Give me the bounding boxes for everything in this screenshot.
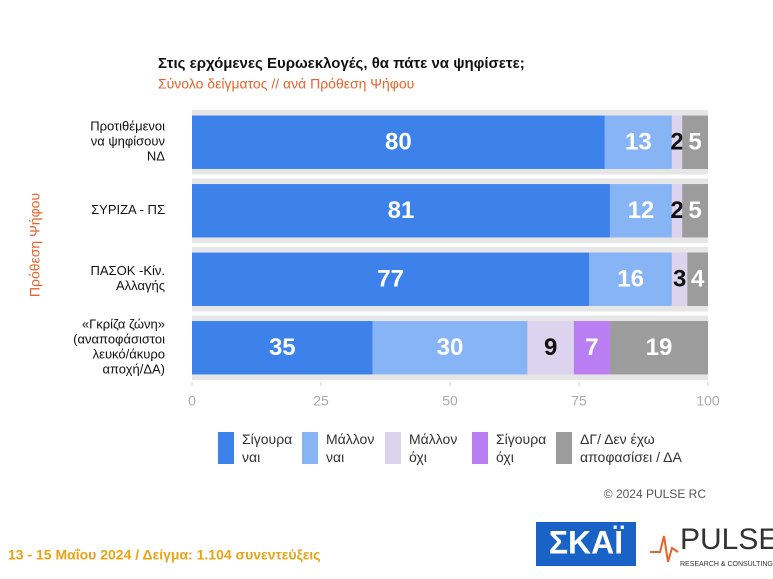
skai-logo-box: [536, 522, 636, 566]
y-tick-label: ΠΑΣΟΚ -Κίν. Αλλαγής: [91, 263, 166, 293]
data-label: 35: [269, 334, 296, 361]
bar-segment: [192, 321, 373, 375]
data-label: 2: [670, 197, 683, 224]
bar-segment: [372, 321, 528, 375]
x-tick-label: 0: [188, 393, 196, 409]
chart-subtitle: Σύνολο δείγματος // ανά Πρόθεση Ψήφου: [158, 76, 414, 92]
data-label: 4: [691, 266, 705, 293]
y-tick-label: «Γκρίζα ζώνη» (αναποφάσιστοι λευκό/άκυρο απ…: [73, 317, 165, 377]
pulse-logo-wave: [650, 535, 679, 563]
legend-swatch: [385, 432, 401, 464]
x-tick-label: 100: [696, 393, 720, 409]
legend-label: ΔΓ/ Δεν έχω αποφασίσει / ΔΑ: [580, 431, 683, 465]
x-tick-label: 25: [313, 393, 329, 409]
data-label: 77: [377, 266, 404, 293]
data-label: 12: [628, 197, 655, 224]
y-tick-label: ΣΥΡΙΖΑ - ΠΣ: [91, 202, 165, 217]
legend-swatch: [302, 432, 318, 464]
bar-segment: [609, 321, 708, 375]
data-label: 9: [544, 334, 557, 361]
bar-segment: [682, 115, 708, 169]
data-label: 7: [585, 334, 598, 361]
bar-segment: [604, 115, 672, 169]
x-tick-label: 50: [442, 393, 458, 409]
bar-segment: [687, 252, 708, 306]
legend-swatch: [472, 432, 488, 464]
x-tick-label: 75: [571, 393, 587, 409]
legend-label: Μάλλον ναι: [326, 431, 374, 465]
data-label: 3: [673, 266, 686, 293]
legend-label: Μάλλον όχι: [409, 431, 457, 465]
legend-label: Σίγουρα ναι: [242, 431, 292, 465]
legend-swatch: [218, 432, 234, 464]
legend-swatch: [556, 432, 572, 464]
bar-segment: [589, 252, 672, 306]
data-label: 19: [646, 334, 673, 361]
bar-segment: [527, 321, 574, 375]
data-label: 2: [670, 129, 683, 156]
bar-segment: [671, 115, 683, 169]
data-label: 13: [625, 129, 652, 156]
pulse-logo: PULSE: [680, 523, 773, 556]
y-axis-label: Πρόθεση Ψήφου: [27, 193, 43, 297]
data-label: 80: [385, 129, 412, 156]
bar-segment: [192, 184, 610, 238]
data-label: 30: [437, 334, 464, 361]
skai-logo: ΣΚΑΪ: [549, 524, 624, 560]
legend-label: Σίγουρα όχι: [496, 431, 546, 465]
y-tick-label: Προτιθέμενοι να ψηφίσουν ΝΔ: [90, 119, 165, 164]
bar-segment: [609, 184, 672, 238]
chart-title: Στις ερχόμενες Ευρωεκλογές, θα πάτε να ψ…: [158, 55, 525, 72]
bar-segment: [682, 184, 708, 238]
bar-segment: [671, 252, 688, 306]
survey-info: 13 - 15 Μαΐου 2024 / Δείγμα: 1.104 συνεν…: [8, 547, 321, 563]
data-label: 81: [388, 197, 415, 224]
data-label: 16: [617, 266, 644, 293]
data-label: 5: [688, 197, 701, 224]
copyright: © 2024 PULSE RC: [604, 487, 707, 501]
bar-segment: [192, 252, 590, 306]
bar-segment: [573, 321, 610, 375]
bar-segment: [671, 184, 683, 238]
data-label: 5: [688, 129, 701, 156]
pulse-logo-tag: RESEARCH & CONSULTING: [680, 561, 773, 568]
bar-segment: [192, 115, 605, 169]
